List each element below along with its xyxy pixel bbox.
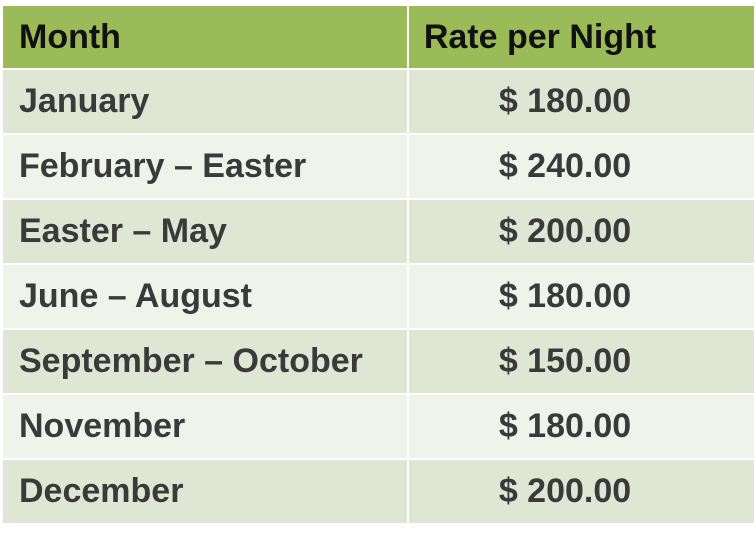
rate-cell: $ 200.00 [406, 198, 756, 265]
table-row: February – Easter $ 240.00 [1, 133, 756, 200]
month-column-header: Month [1, 4, 409, 70]
month-cell: February – Easter [1, 133, 409, 200]
table-row: December $ 200.00 [1, 458, 756, 525]
table-row: Easter – May $ 200.00 [1, 198, 756, 265]
table-header-row: Month Rate per Night [1, 4, 756, 70]
rate-cell: $ 180.00 [406, 263, 756, 330]
rate-cell: $ 150.00 [406, 328, 756, 395]
rate-cell: $ 180.00 [406, 393, 756, 460]
month-cell: September – October [1, 328, 409, 395]
month-cell: December [1, 458, 409, 525]
table-row: January $ 180.00 [1, 68, 756, 135]
table-row: June – August $ 180.00 [1, 263, 756, 330]
month-cell: Easter – May [1, 198, 409, 265]
table-row: September – October $ 150.00 [1, 328, 756, 395]
rate-cell: $ 200.00 [406, 458, 756, 525]
month-cell: November [1, 393, 409, 460]
month-cell: January [1, 68, 409, 135]
rate-cell: $ 240.00 [406, 133, 756, 200]
month-cell: June – August [1, 263, 409, 330]
table-row: November $ 180.00 [1, 393, 756, 460]
rates-table: Month Rate per Night January $ 180.00 Fe… [1, 4, 756, 525]
rate-column-header: Rate per Night [406, 4, 756, 70]
rate-cell: $ 180.00 [406, 68, 756, 135]
